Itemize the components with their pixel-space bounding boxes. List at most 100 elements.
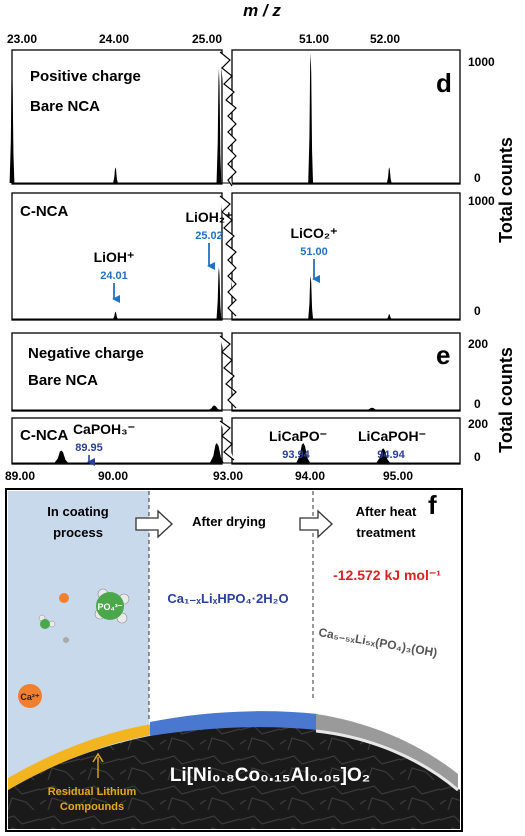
spectrum-peak xyxy=(208,405,221,410)
spectrum-peak xyxy=(308,275,314,319)
y-tick: 0 xyxy=(474,304,481,318)
spectrum-peak xyxy=(386,314,392,319)
heat-treated-layer-inner xyxy=(315,729,459,792)
residual-label-1: Residual Lithium xyxy=(48,786,137,798)
peaks-layer xyxy=(9,53,460,464)
stage-label-drying: After drying xyxy=(192,514,266,529)
panel-letter-d: d xyxy=(436,68,452,98)
spectrum-peak xyxy=(9,66,15,183)
frame-e-cnca-left xyxy=(11,417,223,465)
process-arrow-2 xyxy=(299,509,333,539)
dried-coating-formula: Ca₁₋ₓLiₓHPO₄·2H₂O xyxy=(167,591,288,606)
peak-label-lico2: LiCO₂⁺ xyxy=(290,225,337,241)
energy-value: -12.572 kJ mol⁻¹ xyxy=(333,567,441,583)
spectrum-peak xyxy=(209,443,224,463)
stage-label-coating-2: process xyxy=(53,525,103,540)
panel-letter-f: f xyxy=(428,490,437,520)
heat-treated-layer xyxy=(316,714,458,788)
axis-break xyxy=(219,420,235,461)
nca-particle xyxy=(8,726,460,829)
tick-label: 95.00 xyxy=(383,469,413,483)
peak-value-lico2: 51.00 xyxy=(300,246,328,258)
y-tick: 1000 xyxy=(468,55,495,69)
po4-ion-icon: PO₄³⁻ xyxy=(94,588,130,624)
ion-dot-orange xyxy=(59,593,69,603)
core-formula: Li[Ni₀.₈Co₀.₁₅Al₀.₀₅]O₂ xyxy=(170,765,370,786)
tick-label: 51.00 xyxy=(299,32,329,46)
spectrum-peak xyxy=(296,443,311,463)
spectrum-peak xyxy=(113,311,118,319)
spectrum-peak xyxy=(376,448,391,463)
stage-label-coating-1: In coating xyxy=(47,504,108,519)
peak-value-licapoh: 94.94 xyxy=(377,449,405,461)
peak-label-licapoh: LiCaPOH⁻ xyxy=(358,428,426,444)
annotations-e: CaPOH₃⁻ 89.95 LiCaPO⁻ 93.94 LiCaPOH⁻ 94.… xyxy=(73,421,426,466)
peak-label-lioh2: LiOH₂⁺ xyxy=(185,209,232,225)
tick-label: 93.00 xyxy=(213,469,243,483)
peak-label-capoh3: CaPOH₃⁻ xyxy=(73,421,135,437)
subtitle-negative: Negative charge xyxy=(28,345,144,362)
frame-e-cnca-right xyxy=(231,417,461,465)
peak-label-licapo: LiCaPO⁻ xyxy=(269,428,327,444)
y-axis-title-e: Total counts xyxy=(496,347,516,453)
y-tick: 200 xyxy=(468,337,488,351)
tick-label: 90.00 xyxy=(98,469,128,483)
label-bare-nca-d: Bare NCA xyxy=(30,98,100,115)
tick-label: 24.00 xyxy=(99,32,129,46)
spectrum-peak xyxy=(54,450,69,463)
tick-label: 25.00 xyxy=(192,32,222,46)
spectrum-peak xyxy=(216,267,222,319)
frame-d-cnca-left xyxy=(11,192,223,321)
stage-label-heat-1: After heat xyxy=(356,504,417,519)
stage-label-heat-2: treatment xyxy=(356,525,416,540)
tick-label: 23.00 xyxy=(7,32,37,46)
ca-ion-label: Ca²⁺ xyxy=(20,692,40,702)
tick-label: 89.00 xyxy=(5,469,35,483)
axis-break-symbols xyxy=(219,51,237,461)
peak-label-lioh: LiOH⁺ xyxy=(94,249,135,265)
label-bare-nca-e: Bare NCA xyxy=(28,372,98,389)
tick-label: 52.00 xyxy=(370,32,400,46)
spectrum-peak xyxy=(308,53,314,183)
peak-value-licapo: 93.94 xyxy=(282,449,310,461)
process-arrow-1 xyxy=(135,509,173,539)
residual-lithium-layer xyxy=(8,724,152,790)
water-molecule-icon xyxy=(38,614,56,629)
subplot-frames xyxy=(11,49,461,465)
panel-letter-e: e xyxy=(436,340,450,370)
frame-e-bare-left xyxy=(11,332,223,412)
axis-label-top: m / z xyxy=(243,1,281,20)
frame-e-bare-right xyxy=(231,332,461,412)
y-tick-labels: 1000 0 1000 0 200 0 200 0 xyxy=(468,55,495,464)
top-tick-labels: 23.00 24.00 25.00 51.00 52.00 xyxy=(7,32,400,46)
y-tick: 1000 xyxy=(468,194,495,208)
axis-break xyxy=(219,51,237,187)
peak-value-lioh: 24.01 xyxy=(100,270,128,282)
y-tick: 0 xyxy=(474,397,481,411)
axis-break xyxy=(219,335,237,409)
tick-label: 94.00 xyxy=(295,469,325,483)
spectrum-peak xyxy=(386,167,392,183)
label-cnca-e: C-NCA xyxy=(20,427,68,444)
bottom-tick-labels: 89.00 90.00 93.00 94.00 95.00 xyxy=(5,469,413,483)
y-axis-title-d: Total counts xyxy=(496,137,516,243)
label-cnca-d: C-NCA xyxy=(20,203,68,220)
annotations-d: LiOH⁺ 24.01 LiOH₂⁺ 25.02 LiCO₂⁺ 51.00 xyxy=(94,209,338,303)
frame-d-cnca-right xyxy=(231,192,461,321)
ca-ion-icon: Ca²⁺ xyxy=(18,684,42,708)
y-tick: 0 xyxy=(474,450,481,464)
po4-ion-label: PO₄³⁻ xyxy=(97,602,122,612)
y-tick: 200 xyxy=(468,417,488,431)
subtitle-positive: Positive charge xyxy=(30,68,141,85)
spectrum-peak xyxy=(366,407,378,410)
peak-value-capoh3: 89.95 xyxy=(75,442,103,454)
ion-dot-grey xyxy=(63,637,69,643)
spectrum-peak xyxy=(113,167,118,183)
dried-coating-layer xyxy=(150,711,318,736)
schematic-panel-f: In coating process After drying After he… xyxy=(5,488,463,832)
axis-break xyxy=(219,195,237,317)
residual-arrow-head xyxy=(92,752,104,763)
residual-label-2: Compounds xyxy=(60,801,124,813)
peak-value-lioh2: 25.02 xyxy=(195,230,223,242)
